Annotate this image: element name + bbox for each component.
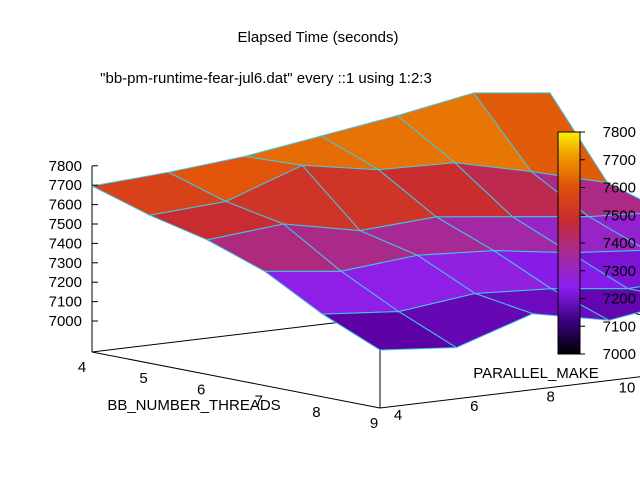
floor-edge bbox=[91, 351, 381, 409]
colorbar-tick-label: 7400 bbox=[603, 235, 636, 252]
z-tick-label: 7000 bbox=[49, 313, 82, 330]
x-tick-label: 7 bbox=[255, 393, 263, 410]
y-tick-label: 10 bbox=[619, 380, 636, 397]
z-tick-label: 7400 bbox=[49, 235, 82, 252]
colorbar-tick-label: 7500 bbox=[603, 207, 636, 224]
x-tick-label: 9 bbox=[370, 415, 378, 432]
x-tick-label: 4 bbox=[78, 359, 86, 376]
z-tick-label: 7500 bbox=[49, 216, 82, 233]
colorbar-tick-label: 7700 bbox=[603, 152, 636, 169]
y-tick-label: 8 bbox=[546, 389, 554, 406]
z-tick-label: 7300 bbox=[49, 255, 82, 272]
surface-mesh bbox=[90, 92, 640, 351]
x-tick-label: 6 bbox=[197, 381, 205, 398]
colorbar-tick-label: 7800 bbox=[603, 124, 636, 141]
colorbar: 7000 7100 7200 7300 7400 7500 7600 7700 7800 bbox=[557, 124, 636, 363]
z-tick-label: 7100 bbox=[49, 294, 82, 311]
colorbar-tick-label: 7300 bbox=[603, 263, 636, 280]
colorbar-gradient bbox=[557, 131, 581, 355]
surface-quad bbox=[320, 311, 458, 351]
x-tick-label: 8 bbox=[312, 404, 320, 421]
z-tick-label: 7800 bbox=[49, 158, 82, 175]
y-tick-label: 6 bbox=[470, 398, 478, 415]
z-tick-label: 7600 bbox=[49, 197, 82, 214]
y-tick-label: 4 bbox=[394, 407, 402, 424]
tick-labels: 7000 7100 7200 7300 7400 7500 7600 7700 7800 4 5 6 7… bbox=[49, 158, 636, 432]
colorbar-tick-label: 7000 bbox=[603, 346, 636, 363]
y-axis-label: PARALLEL_MAKE bbox=[473, 365, 599, 382]
chart-title: Elapsed Time (seconds) bbox=[238, 29, 399, 46]
colorbar-tick-label: 7200 bbox=[603, 291, 636, 308]
z-tick-label: 7700 bbox=[49, 177, 82, 194]
colorbar-tick-label: 7100 bbox=[603, 318, 636, 335]
chart-subtitle: "bb-pm-runtime-fear-jul6.dat" every ::1 … bbox=[100, 70, 432, 87]
colorbar-tick-label: 7600 bbox=[603, 180, 636, 197]
x-axis-label: BB_NUMBER_THREADS bbox=[107, 397, 280, 414]
z-tick-label: 7200 bbox=[49, 274, 82, 291]
x-tick-label: 5 bbox=[139, 370, 147, 387]
floor-edge bbox=[379, 376, 640, 409]
